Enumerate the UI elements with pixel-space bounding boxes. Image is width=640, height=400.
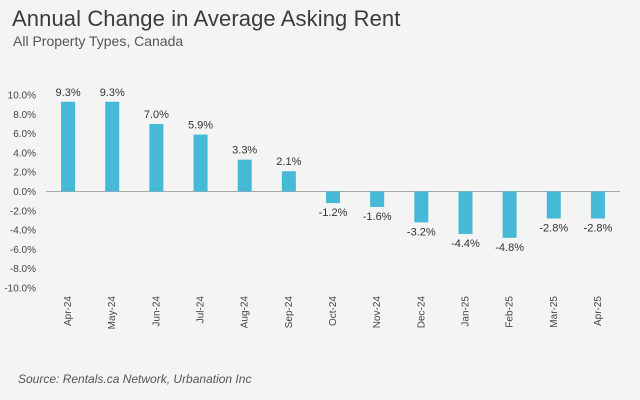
bar	[502, 191, 517, 238]
y-tick-label: -2.0%	[10, 206, 36, 217]
x-tick-label: Feb-25	[505, 296, 516, 328]
source-note: Source: Rentals.ca Network, Urbanation I…	[18, 372, 252, 386]
y-tick-label: 4.0%	[13, 148, 36, 159]
x-tick-label: May-24	[107, 296, 118, 330]
bar	[414, 191, 429, 223]
y-tick-label: 6.0%	[13, 129, 36, 140]
data-label: 5.9%	[188, 120, 213, 132]
bar	[281, 171, 296, 192]
data-label: -3.2%	[407, 226, 436, 238]
x-tick-label: Aug-24	[240, 296, 251, 329]
bar	[105, 101, 120, 192]
y-tick-label: -10.0%	[4, 284, 36, 295]
y-tick-label: -8.0%	[10, 264, 36, 275]
bar	[370, 191, 385, 207]
y-tick-label: -4.0%	[10, 226, 36, 237]
x-tick-label: Oct-24	[328, 296, 339, 326]
data-label: 3.3%	[232, 145, 257, 157]
data-label: -1.6%	[363, 211, 392, 223]
chart-subtitle: All Property Types, Canada	[13, 33, 184, 49]
x-tick-label: Mar-25	[549, 296, 560, 328]
data-label: -4.8%	[495, 242, 524, 254]
bar	[61, 101, 76, 192]
bar	[193, 134, 208, 192]
data-label: 2.1%	[276, 156, 301, 168]
y-tick-label: 8.0%	[13, 110, 36, 121]
x-tick-label: Sep-24	[284, 296, 295, 329]
data-label: -4.4%	[451, 238, 480, 250]
data-label: -2.8%	[584, 223, 613, 235]
bar	[326, 191, 340, 204]
data-label: 7.0%	[144, 109, 169, 121]
x-tick-label: Apr-25	[593, 296, 604, 326]
x-tick-label: Nov-24	[372, 296, 383, 329]
y-tick-label: 0.0%	[13, 187, 36, 198]
x-tick-label: Jan-25	[460, 296, 471, 327]
y-tick-label: -6.0%	[10, 245, 36, 256]
data-label: 9.3%	[100, 87, 125, 99]
y-tick-label: 10.0%	[8, 91, 36, 102]
data-label: -2.8%	[539, 223, 568, 235]
chart-title: Annual Change in Average Asking Rent	[12, 6, 401, 31]
bar	[237, 159, 252, 192]
x-tick-label: Apr-24	[63, 296, 74, 326]
x-tick-label: Jun-24	[151, 296, 162, 327]
y-tick-label: 2.0%	[13, 168, 36, 179]
bar	[546, 191, 561, 219]
bar	[458, 191, 473, 234]
bar	[149, 123, 164, 192]
data-label: 9.3%	[56, 87, 81, 99]
bar	[590, 191, 605, 219]
x-tick-label: Jul-24	[196, 296, 207, 324]
data-label: -1.2%	[319, 207, 348, 219]
x-tick-label: Dec-24	[416, 296, 427, 329]
